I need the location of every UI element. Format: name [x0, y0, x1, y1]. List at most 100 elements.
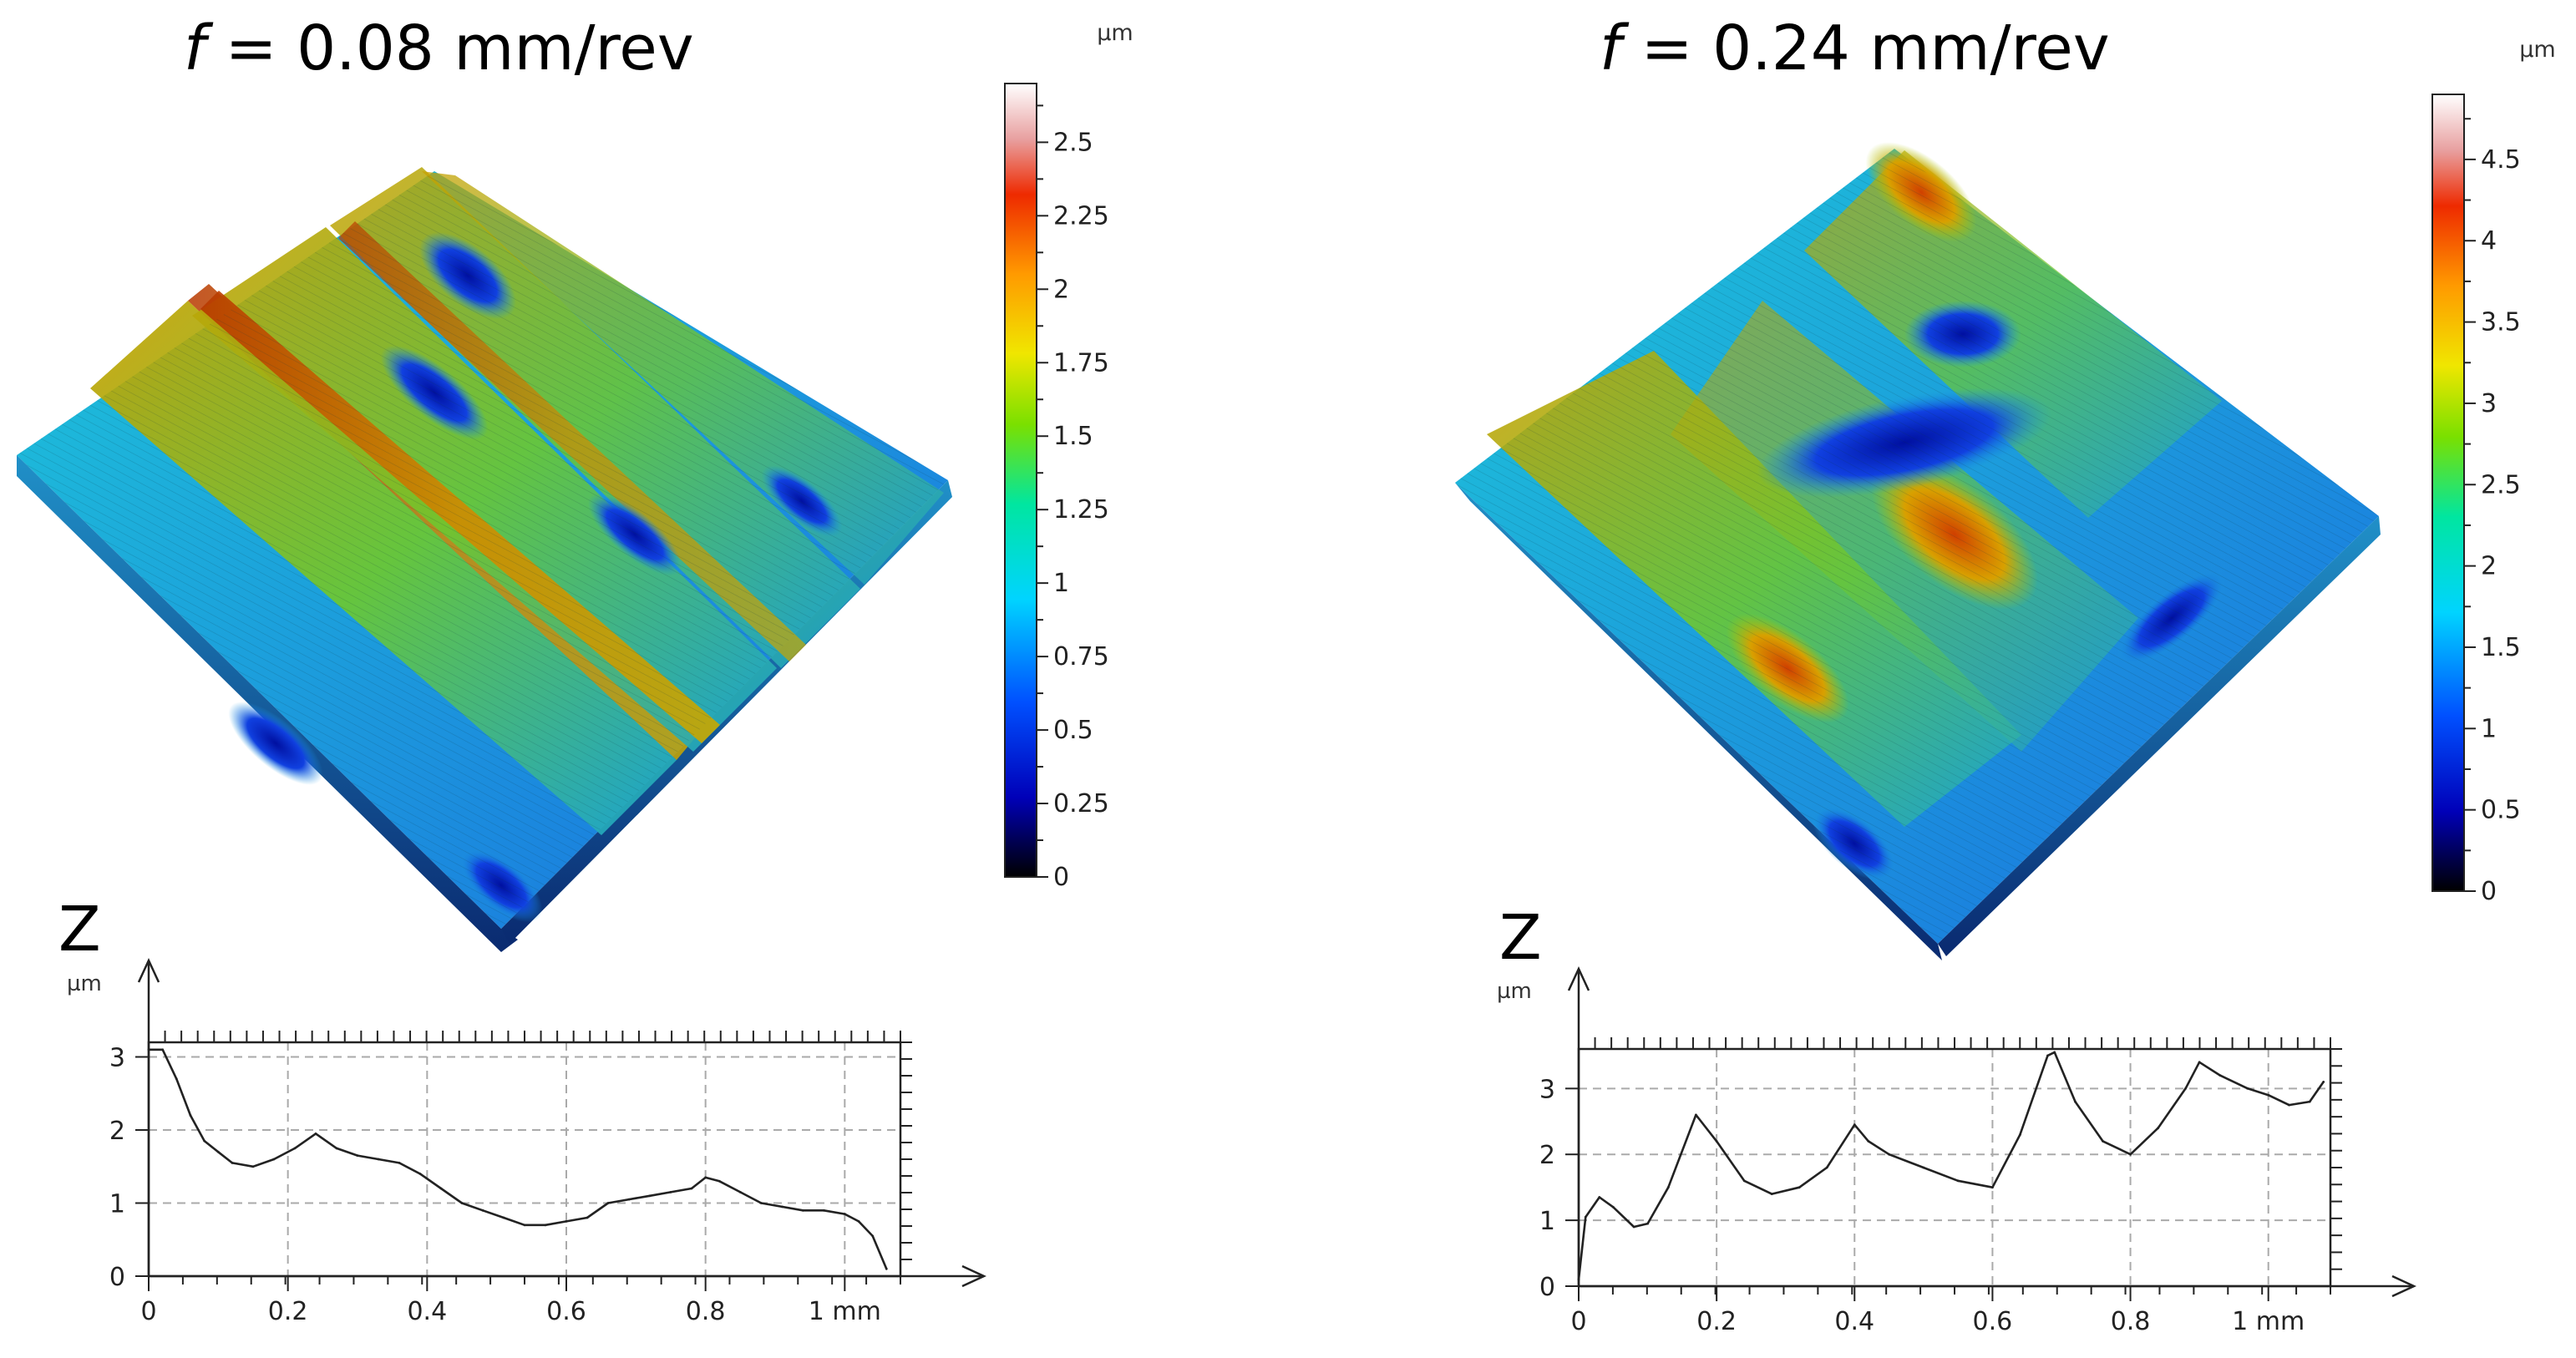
x-tick-label: 0.4: [407, 1297, 447, 1326]
profile-data-point: [606, 1202, 610, 1204]
panel-title: f = 0.24 mm/rev: [1600, 13, 2110, 84]
profile-data-point: [161, 1048, 165, 1051]
y-axis-arrow: [1567, 966, 1590, 991]
profile-data-point: [780, 1205, 783, 1209]
profile-data-point: [1695, 1113, 1697, 1117]
profile-data-point: [885, 1267, 888, 1270]
colorbar-tick-label: 2.5: [1053, 128, 1093, 157]
surface-front-side-right: [1938, 516, 2381, 956]
profile-data-point: [1867, 1140, 1870, 1143]
colorbar-tick-label: 1.5: [2481, 633, 2521, 662]
colorbar-tick-label: 4.5: [2481, 145, 2521, 175]
profile-data-point: [2053, 1051, 2056, 1054]
profile-data-point: [759, 1202, 763, 1204]
profile-data-point: [801, 1209, 804, 1212]
panel-right: f = 0.24 mm/rev µm 00.511.522.533.544.5 …: [1455, 13, 2556, 1336]
profile-data-point: [2322, 1081, 2325, 1083]
panel-title: f = 0.08 mm/rev: [184, 13, 694, 84]
profile-data-point: [1611, 1205, 1615, 1209]
title-text: = 0.24 mm/rev: [1621, 13, 2110, 84]
profile-data-point: [2019, 1133, 2021, 1136]
profile-data-point: [1646, 1222, 1649, 1225]
colorbar-unit: µm: [1097, 20, 1133, 46]
profile-data-point: [216, 1150, 220, 1153]
profile-data-point: [857, 1220, 860, 1223]
profile-data-point: [704, 1176, 707, 1179]
colorbar-tick-label: 1.5: [1053, 422, 1093, 451]
profile-data-point: [147, 1048, 150, 1051]
x-tick-label: 1 mm: [2232, 1307, 2305, 1336]
profile-data-point: [1956, 1179, 1960, 1183]
profile-data-point: [1825, 1166, 1828, 1169]
profile-data-point: [1632, 1225, 1635, 1229]
profile-data-point: [565, 1220, 568, 1223]
profile-chart-left: Z µm 0 0.2 0.4 0.6 0.8 1 mm 0 1 2 3: [58, 894, 986, 1326]
profile-data-point: [203, 1139, 206, 1143]
profile-data-point: [251, 1165, 255, 1168]
colorbar-tick-label: 2.25: [1053, 201, 1109, 231]
profile-data-point: [669, 1191, 672, 1193]
y-tick-label: 3: [1539, 1075, 1555, 1104]
x-tick-label: 0.8: [2111, 1307, 2151, 1336]
y-tick-label: 3: [109, 1044, 125, 1073]
profile-data-point: [418, 1173, 422, 1175]
colorbar-tick-label: 0: [1053, 863, 1069, 892]
profile-data-point: [231, 1162, 234, 1164]
x-axis-arrow: [961, 1264, 986, 1288]
profile-data-point: [1742, 1179, 1746, 1183]
profile-data-point: [1770, 1193, 1773, 1195]
y-tick-label: 1: [109, 1190, 125, 1219]
profile-data-point: [544, 1224, 547, 1227]
colorbar-tick-label: 2: [2481, 552, 2497, 581]
x-tick-label: 0: [1570, 1307, 1586, 1336]
colorbar-tick-label: 2.5: [2481, 470, 2521, 499]
profile-data-point: [2288, 1103, 2290, 1107]
profile-data-point: [356, 1154, 359, 1157]
y-tick-label: 1: [1539, 1207, 1555, 1236]
profile-data-point: [2184, 1087, 2188, 1090]
panel-left: f = 0.08 mm/rev µm 0 0.2: [17, 13, 1133, 1326]
profile-data-point: [314, 1133, 317, 1135]
surface-front-side-left: [17, 455, 518, 952]
y-tick-label: 0: [109, 1263, 125, 1292]
colorbar-tick-label: 0.25: [1053, 789, 1109, 818]
y-tick-label: 2: [1539, 1141, 1555, 1170]
x-tick-label: 1 mm: [809, 1297, 881, 1326]
x-tick-label: 0.6: [1973, 1307, 2013, 1336]
profile-data-point: [377, 1158, 380, 1161]
profile-data-point: [822, 1209, 825, 1212]
profile-data-point: [1798, 1186, 1801, 1189]
profile-data-point: [2046, 1054, 2049, 1057]
profile-data-point: [738, 1191, 742, 1193]
x-tick-label: 0.2: [268, 1297, 308, 1326]
y-tick-label: 2: [109, 1117, 125, 1146]
profile-data-point: [2219, 1074, 2222, 1077]
profile-data-point: [690, 1187, 693, 1190]
colorbar-tick-label: 0.75: [1053, 642, 1109, 671]
x-tick-label: 0.6: [546, 1297, 586, 1326]
profile-data-point: [335, 1147, 338, 1150]
surface-3d-left: [17, 167, 952, 952]
profile-data-point: [2308, 1100, 2311, 1103]
profile-data-point: [2198, 1061, 2201, 1064]
profile-data-point: [1715, 1140, 1718, 1143]
colorbar-tick-label: 1.25: [1053, 495, 1109, 524]
surface-texture: [17, 171, 948, 929]
surface-3d-right: [1455, 142, 2381, 960]
x-tick-label: 0.4: [1834, 1307, 1874, 1336]
colorbar-tick-label: 0.5: [1053, 716, 1093, 745]
profile-data-point: [189, 1114, 192, 1117]
profile-data-point: [871, 1234, 875, 1238]
x-axis-arrow: [2391, 1274, 2416, 1298]
profile-series-line: [149, 1048, 888, 1269]
colorbar-tick-label: 2: [1053, 275, 1069, 304]
colorbar-gradient: [2431, 94, 2465, 892]
profile-y-unit: µm: [67, 971, 102, 996]
colorbar-unit: µm: [2519, 37, 2555, 63]
profile-data-point: [502, 1216, 505, 1219]
profile-data-point: [1584, 1215, 1587, 1219]
profile-data-point: [1888, 1153, 1891, 1156]
colorbar-tick-label: 3.5: [2481, 308, 2521, 337]
